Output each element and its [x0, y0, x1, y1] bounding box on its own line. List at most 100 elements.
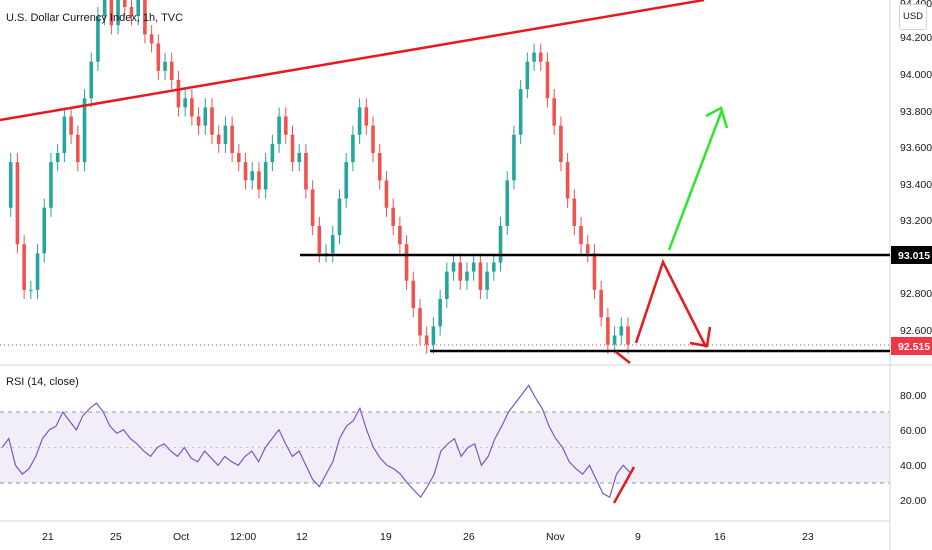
candle-body: [203, 107, 208, 126]
time-label: 9: [635, 531, 641, 543]
candle-body: [545, 61, 550, 99]
candle-body: [183, 98, 187, 108]
price-tick: 92.600: [900, 325, 932, 337]
candle-body: [391, 207, 395, 226]
price-tick: 93.800: [900, 106, 932, 118]
time-label: Oct: [173, 531, 189, 543]
candle-body: [579, 225, 583, 245]
candle-body: [572, 198, 577, 226]
candle-body: [190, 98, 194, 117]
candle-body: [445, 271, 449, 299]
time-label: 12: [296, 531, 308, 543]
candle-body: [22, 244, 26, 290]
candle-body: [565, 162, 570, 199]
candle-body: [210, 107, 214, 135]
candle-body: [216, 134, 221, 144]
candle-body: [243, 162, 248, 181]
candle-body: [116, 0, 120, 26]
price-candles: [8, 0, 630, 354]
price-tick: 93.400: [900, 179, 932, 191]
candle-body: [532, 52, 536, 62]
candle-body: [69, 116, 73, 135]
candle-body: [15, 162, 20, 245]
time-label: Nov: [546, 531, 565, 543]
currency-selector[interactable]: USD: [899, 4, 927, 30]
candle-body: [143, 0, 147, 35]
candle-body: [357, 107, 362, 135]
candle-body: [82, 98, 87, 163]
candle-body: [310, 189, 315, 226]
candle-body: [129, 6, 134, 17]
candle-body: [250, 171, 255, 181]
candle-body: [498, 225, 503, 263]
rsi-line: [1, 384, 631, 499]
candle-body: [149, 34, 154, 44]
candle-body: [512, 134, 516, 181]
rsi-tick: 20.00: [900, 495, 926, 507]
price-tick: 92.800: [900, 288, 932, 300]
time-label: 16: [714, 531, 726, 543]
forecast-zigzag-arrowhead: [689, 326, 712, 348]
candle-body: [109, 0, 114, 26]
candle-body: [619, 326, 624, 336]
candle-body: [330, 235, 335, 254]
candle-body: [351, 134, 355, 163]
candle-body: [404, 244, 409, 281]
candle-body: [377, 152, 382, 181]
candle-body: [317, 225, 322, 254]
candle-body: [518, 89, 523, 135]
candle-body: [431, 326, 436, 345]
candle-body: [237, 152, 241, 163]
candle-body: [592, 253, 597, 290]
candle-body: [89, 61, 94, 99]
rsi-divergence-line: [612, 466, 636, 504]
candle-body: [559, 125, 563, 163]
rsi-tick: 60.00: [900, 425, 926, 437]
candle-body: [451, 262, 456, 272]
candle-body: [29, 289, 33, 291]
level-badge-bg: [891, 246, 932, 264]
candle-body: [196, 116, 201, 126]
candle-body: [55, 152, 60, 163]
candle-body: [62, 116, 67, 153]
candle-body: [122, 0, 127, 7]
price-low-marker: [615, 351, 631, 364]
candle-body: [263, 162, 268, 190]
candle-body: [599, 289, 603, 318]
candle-body: [49, 162, 53, 208]
time-label: 26: [463, 531, 475, 543]
candle-body: [136, 0, 140, 17]
candle-body: [384, 180, 389, 208]
candle-body: [471, 262, 476, 272]
candle-body: [606, 317, 610, 345]
candle-body: [42, 207, 47, 254]
candle-body: [96, 16, 100, 62]
candle-body: [424, 335, 429, 345]
candle-body: [156, 43, 161, 71]
candle-body: [505, 180, 510, 226]
time-label: 25: [110, 531, 122, 543]
candle-body: [277, 116, 281, 144]
candle-body: [8, 162, 13, 208]
chart-title: U.S. Dollar Currency Index, 1h, TVC: [6, 12, 183, 24]
candle-body: [585, 244, 590, 254]
forecast-up-arrowhead: [705, 106, 729, 129]
candle-body: [163, 61, 167, 71]
candle-body: [284, 116, 288, 135]
candle-body: [626, 326, 630, 345]
candle-body: [612, 335, 617, 345]
rsi-tick: 80.00: [900, 390, 926, 402]
candle-body: [76, 134, 80, 163]
forecast-zigzag: [634, 258, 708, 348]
candle-body: [257, 171, 261, 190]
time-label: 21: [42, 531, 54, 543]
candle-body: [223, 125, 228, 144]
rsi-title: RSI (14, close): [6, 376, 79, 388]
candle-body: [525, 61, 530, 90]
candle-body: [297, 152, 302, 163]
candle-body: [371, 125, 375, 153]
forecast-up-arrow: [667, 109, 724, 251]
candle-body: [290, 134, 295, 163]
level-badge: 93.015: [898, 250, 930, 262]
